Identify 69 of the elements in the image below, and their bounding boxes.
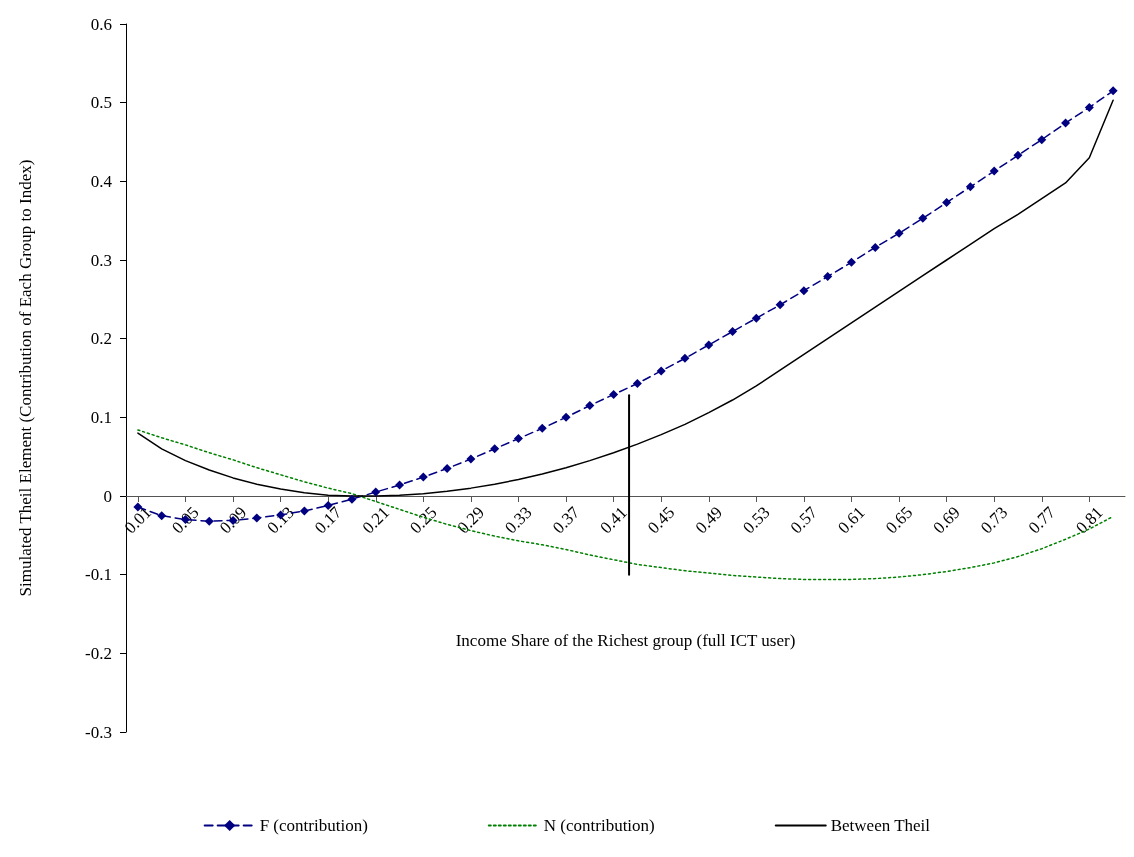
x-tick-label: 0.77 — [1024, 502, 1059, 538]
point — [418, 472, 428, 482]
x-tick-label: 0.45 — [643, 502, 679, 538]
point — [204, 516, 214, 526]
point — [347, 494, 357, 504]
legend-label: N (contribution) — [543, 816, 655, 835]
point — [442, 463, 452, 473]
point — [799, 286, 809, 296]
y-tick-label: 0.1 — [90, 407, 112, 427]
x-tick-label: 0.29 — [453, 502, 489, 538]
point — [466, 454, 476, 464]
x-tick-label: 0.73 — [976, 502, 1012, 538]
x-tick-label: 0.57 — [786, 502, 822, 538]
x-tick-label: 0.25 — [406, 502, 441, 538]
point — [157, 511, 167, 521]
point — [561, 412, 571, 422]
point — [870, 242, 880, 252]
x-tick-label: 0.69 — [929, 502, 964, 538]
point — [371, 487, 381, 497]
point — [751, 313, 761, 323]
y-tick-label: 0.4 — [90, 171, 113, 191]
point — [965, 182, 975, 192]
point — [656, 366, 666, 376]
point — [704, 340, 714, 350]
point — [728, 327, 738, 337]
point — [252, 513, 262, 523]
x-tick-label: 0.21 — [358, 502, 393, 538]
point — [609, 390, 619, 400]
y-tick-label: 0.3 — [90, 250, 112, 270]
point — [513, 434, 523, 444]
point — [395, 480, 405, 490]
point — [989, 166, 999, 176]
y-tick-label: -0.1 — [85, 565, 112, 585]
y-tick-label: 0 — [103, 486, 112, 506]
point — [942, 198, 952, 208]
y-tick-label: 0.2 — [90, 329, 112, 349]
x-tick-label: 0.61 — [834, 502, 869, 538]
point — [537, 423, 547, 433]
y-axis-title: Simulated Theil Element (Contribution of Each Group to Index) — [16, 159, 35, 597]
x-tick-label: 0.17 — [310, 502, 346, 538]
y-tick-label: 0.6 — [90, 14, 112, 34]
y-tick-label: -0.3 — [85, 722, 112, 742]
x-tick-label: 0.53 — [739, 502, 774, 538]
y-tick-label: -0.2 — [85, 643, 112, 663]
legend-label: Between Theil — [830, 816, 931, 835]
x-tick-label: 0.41 — [596, 502, 631, 538]
point — [846, 257, 856, 267]
point — [680, 353, 690, 363]
x-tick-label: 0.49 — [691, 502, 726, 538]
x-tick-label: 0.33 — [501, 502, 536, 538]
point — [823, 272, 833, 282]
x-tick-label: 0.65 — [881, 502, 917, 538]
y-tick-label: 0.5 — [90, 93, 112, 113]
point — [1013, 150, 1023, 160]
point — [918, 213, 928, 223]
point — [775, 300, 785, 310]
x-axis-title: Income Share of the Richest group (full ICT user) — [455, 631, 796, 650]
point — [490, 444, 500, 454]
point — [585, 401, 595, 411]
point — [894, 228, 904, 238]
point — [1108, 86, 1118, 96]
x-tick-label: 0.37 — [548, 502, 584, 538]
legend-label: F (contribution) — [259, 816, 368, 835]
point — [1037, 135, 1047, 145]
point — [632, 379, 642, 389]
point — [1084, 102, 1094, 112]
point — [1061, 118, 1071, 128]
x-tick-label: 0.81 — [1072, 502, 1107, 538]
point — [299, 506, 309, 516]
